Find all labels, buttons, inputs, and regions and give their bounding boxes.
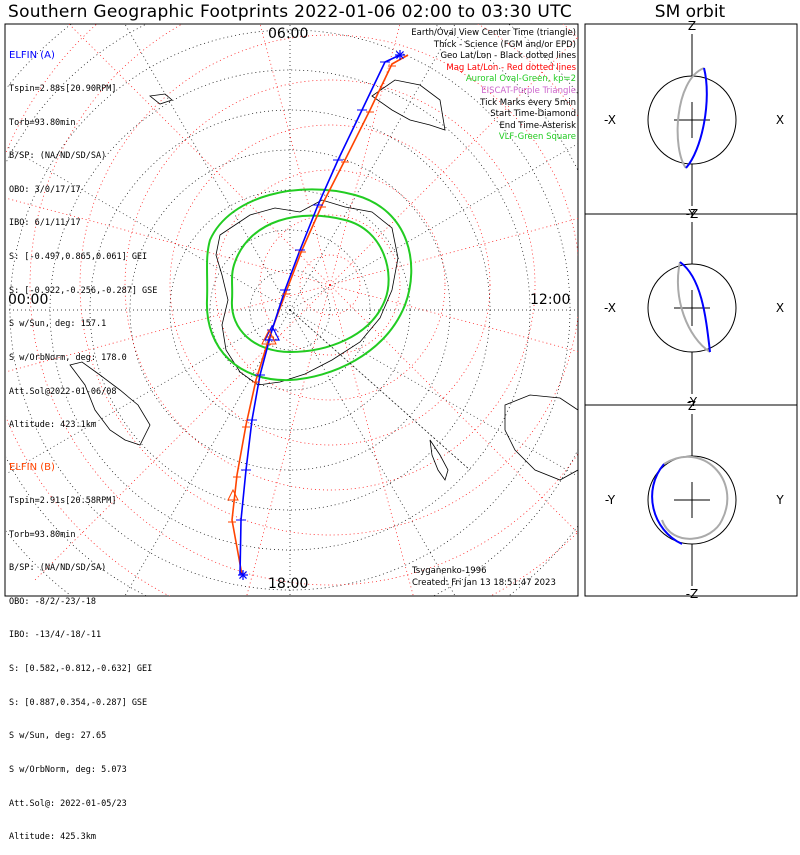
coastline: [69, 79, 578, 481]
elfin-b-line: Att.Sol@: 2022-01-05/23: [9, 798, 127, 809]
coast-path: [215, 199, 399, 386]
mag-grid: [6, 24, 578, 596]
mag-lat-circle: [124, 79, 536, 491]
elfin-a-info: ELFIN (A) Tspin=2.88s[20.90RPM] Torb=93.…: [9, 28, 157, 443]
elfin-a-line: Altitude: 423.1km: [9, 420, 96, 431]
elfin-b-line: S w/Sun, deg: 27.65: [9, 731, 107, 742]
geo-grid: [6, 24, 578, 596]
sm-axis-label-bottom: -Z: [686, 587, 699, 600]
sm-panel: Z -Z -X X: [604, 19, 784, 221]
mag-lon-line: [329, 218, 578, 286]
orbit-gray: [661, 455, 729, 540]
sm-axis-label-right: Y: [775, 493, 784, 507]
elfin-b-line: IBO: -13/4/-18/-11: [9, 630, 102, 641]
elfin-a-center-triangle: [264, 324, 280, 341]
orbit-gray: [676, 67, 705, 169]
elfin-a-line: Att.Sol@2022-01-06/08: [9, 386, 117, 397]
elfin-b-line: B/SP: (NA/ND/SD/SA): [9, 563, 107, 574]
elfin-b-line: Altitude: 425.3km: [9, 832, 96, 843]
orbit-gray: [676, 261, 711, 353]
elfin-b-line: S w/OrbNorm, deg: 5.073: [9, 764, 127, 775]
legend-entry: EISCAT-Purple Triangle: [481, 85, 576, 96]
sm-axis-label-left: -Y: [605, 493, 616, 507]
sm-axis-label-right: X: [776, 113, 784, 127]
legend-entry: Auroral Oval-Green, kp=2: [465, 74, 576, 85]
legend-entry: Tick Marks every 5min: [480, 97, 576, 108]
sm-axis-label-bottom: -Y: [687, 395, 698, 409]
coast-path: [371, 79, 446, 131]
geo-lon-line: [289, 309, 456, 596]
satellite-tracks: [227, 50, 471, 580]
legend-entry: VLF-Green Square: [498, 132, 576, 143]
created-credit: Created: Fri Jan 13 18:51:47 2023: [412, 578, 556, 588]
coast-path: [429, 439, 449, 481]
legend-entry: End Time-Asterisk: [499, 120, 576, 131]
model-credit: Tsyganenko-1996: [412, 566, 487, 576]
elfin-a-line: S w/OrbNorm, deg: 178.0: [9, 352, 127, 363]
elfin-b-line: S: [0.887,0.354,-0.287] GSE: [9, 697, 148, 708]
time-label-00: 00:00: [8, 292, 49, 308]
sm-panel: Y -Y -X X: [604, 207, 784, 409]
sm-axis-label-top: Z: [688, 19, 696, 33]
mag-lat-circle: [79, 34, 578, 536]
elfin-b-track: [231, 54, 409, 576]
mag-lat-circle: [299, 254, 361, 316]
mag-lon-line: [329, 284, 578, 534]
elfin-a-start-asterisk: [239, 571, 247, 579]
elfin-a-line: S: [-0.497,0.865,0.061] GEI: [9, 252, 148, 263]
sm-panel: Z -Z -Y Y: [605, 399, 784, 600]
mag-lon-line: [329, 284, 414, 596]
elfin-b-info: ELFIN (B) Tspin=2.91s[20.58RPM] Torb=93.…: [9, 440, 152, 855]
mag-lat-circle: [214, 169, 446, 401]
orbit-a: [679, 261, 711, 353]
mag-lat-circle: [169, 124, 491, 446]
elfin-b-line: S: [0.582,-0.812,-0.632] GEI: [9, 664, 153, 675]
elfin-a-line: IBO: 6/1/11/17: [9, 218, 81, 229]
sm-axis-label-left: -X: [604, 301, 616, 315]
coast-path: [69, 361, 151, 446]
elfin-a-header: ELFIN (A): [9, 50, 55, 62]
elfin-a-line: Tspin=2.88s[20.90RPM]: [9, 84, 117, 95]
elfin-a-line: S: [-0.922,-0.256,-0.287] GSE: [9, 285, 158, 296]
legend: Earth/Oval View Center Time (triangle) T…: [411, 28, 576, 144]
footprint-map: Z -Z -X X Y -Y -X X Z -Z -Y Y: [4, 19, 798, 600]
time-label-12: 12:00: [530, 292, 571, 308]
sm-axis-label-top: Y: [687, 207, 696, 221]
elfin-b-line: Tspin=2.91s[20.58RPM]: [9, 496, 117, 507]
sm-orbit-plots: Z -Z -X X Y -Y -X X Z -Z -Y Y: [604, 19, 784, 600]
sm-panel-frame: [584, 23, 798, 597]
orbit-a: [651, 463, 683, 545]
elfin-a-line: Torb=93.80min: [9, 117, 76, 128]
auroral-oval-outer: [205, 188, 413, 382]
chart-title: Southern Geographic Footprints 2022-01-0…: [7, 2, 572, 22]
sm-axis-label-bottom: -Z: [686, 207, 699, 221]
elfin-b-center-triangle: [261, 328, 277, 345]
elfin-b-line: OBO: -8/2/-23/-18: [9, 596, 96, 607]
legend-entry: Thick - Science (FGM and/or EPD): [433, 39, 576, 50]
legend-entry: Geo Lat/Lon - Black dotted lines: [440, 51, 576, 62]
connector-line: [289, 309, 471, 471]
legend-entry: Mag Lat/Lon - Red dotted lines: [446, 62, 576, 73]
legend-entry: Earth/Oval View Center Time (triangle): [411, 28, 576, 38]
elfin-a-line: OBO: 3/0/17/17: [9, 184, 81, 195]
elfin-a-line: S w/Sun, deg: 157.1: [9, 319, 107, 330]
elfin-a-line: B/SP: (NA/ND/SD/SA): [9, 151, 107, 162]
legend-entry: Start Time-Diamond: [490, 109, 576, 120]
coast-path: [504, 394, 578, 481]
coast-path: [149, 93, 173, 105]
auroral-oval-inner: [230, 214, 390, 354]
elfin-b-triangle: [227, 488, 239, 501]
mag-lon-line: [259, 24, 331, 286]
mag-lat-circle: [259, 214, 401, 356]
sm-axis-label-right: X: [776, 301, 784, 315]
time-label-06: 06:00: [268, 26, 309, 42]
elfin-a-end-asterisk: [396, 51, 404, 59]
elfin-b-header: ELFIN (B): [9, 462, 55, 474]
sm-axis-label-top: Z: [688, 399, 696, 413]
elfin-b-line: Torb=93.80min: [9, 529, 76, 540]
sm-orbit-title: SM orbit: [654, 2, 726, 22]
time-label-18: 18:00: [268, 576, 309, 592]
sm-axis-label-left: -X: [604, 113, 616, 127]
orbit-a: [685, 67, 708, 169]
